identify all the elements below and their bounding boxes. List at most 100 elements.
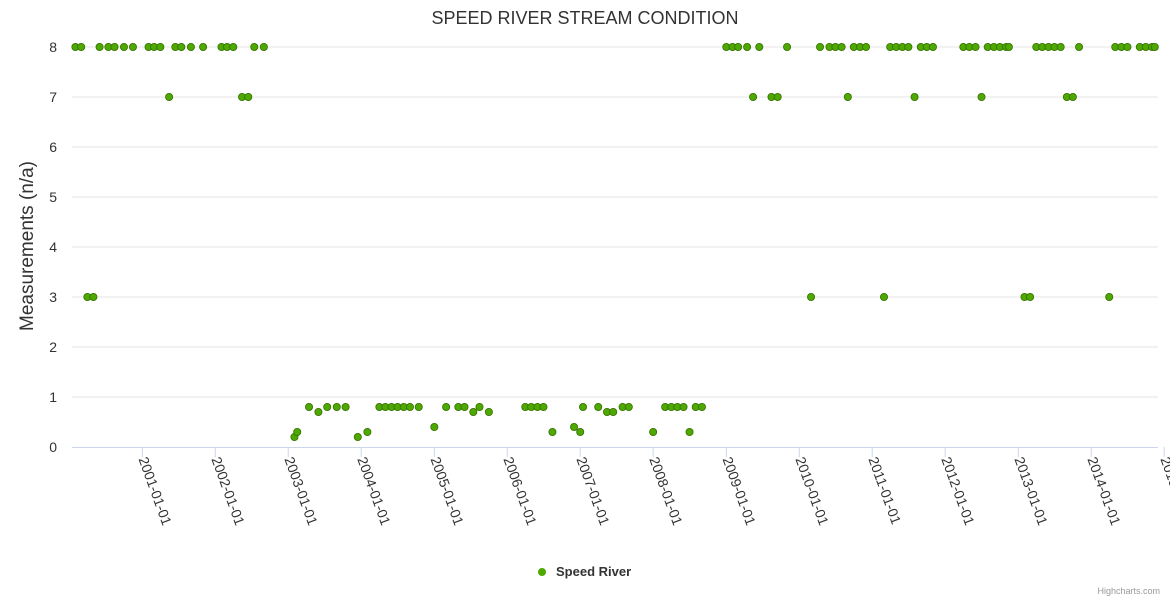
x-tick-label: 2006-01-01 xyxy=(500,455,540,528)
y-tick-label: 5 xyxy=(49,189,57,205)
data-point[interactable] xyxy=(755,43,764,52)
data-point[interactable] xyxy=(685,427,694,436)
data-point[interactable] xyxy=(89,292,98,301)
data-point[interactable] xyxy=(430,422,439,431)
data-point[interactable] xyxy=(414,402,423,411)
y-tick-label: 2 xyxy=(49,339,57,355)
x-tick-label: 2012-01-01 xyxy=(938,455,978,528)
data-point[interactable] xyxy=(910,93,919,102)
data-point[interactable] xyxy=(807,292,816,301)
data-point[interactable] xyxy=(244,93,253,102)
data-point[interactable] xyxy=(609,407,618,416)
data-point[interactable] xyxy=(119,43,128,52)
data-point[interactable] xyxy=(165,93,174,102)
legend-item-speed-river[interactable]: Speed River xyxy=(556,564,631,579)
data-point[interactable] xyxy=(548,427,557,436)
data-point[interactable] xyxy=(110,43,119,52)
data-point[interactable] xyxy=(773,93,782,102)
data-point[interactable] xyxy=(1150,43,1159,52)
data-point[interactable] xyxy=(1068,93,1077,102)
data-point[interactable] xyxy=(484,407,493,416)
data-point[interactable] xyxy=(843,93,852,102)
data-point[interactable] xyxy=(77,43,86,52)
data-point[interactable] xyxy=(229,43,238,52)
data-point[interactable] xyxy=(156,43,165,52)
x-tick-label: 2013-01-01 xyxy=(1011,455,1051,528)
data-point[interactable] xyxy=(469,407,478,416)
x-tick-label: 2001-01-01 xyxy=(136,455,176,528)
data-point[interactable] xyxy=(353,432,362,441)
data-point[interactable] xyxy=(816,43,825,52)
data-point[interactable] xyxy=(1123,43,1132,52)
y-axis: 0 1 2 3 4 5 6 7 8 xyxy=(49,39,57,455)
legend-marker xyxy=(538,568,546,576)
y-tick-label: 3 xyxy=(49,289,57,305)
data-point[interactable] xyxy=(570,422,579,431)
data-point[interactable] xyxy=(250,43,259,52)
data-point[interactable] xyxy=(1105,292,1114,301)
data-point[interactable] xyxy=(539,402,548,411)
x-tick-label: 2005-01-01 xyxy=(428,455,468,528)
data-point[interactable] xyxy=(576,427,585,436)
data-point[interactable] xyxy=(177,43,186,52)
data-point[interactable] xyxy=(314,407,323,416)
data-point[interactable] xyxy=(697,402,706,411)
data-point[interactable] xyxy=(862,43,871,52)
x-tick-label: 2003-01-01 xyxy=(281,455,321,528)
data-point[interactable] xyxy=(624,402,633,411)
data-point[interactable] xyxy=(1056,43,1065,52)
data-point[interactable] xyxy=(783,43,792,52)
x-tick-label: 2011-01-01 xyxy=(865,455,904,527)
y-axis-label: Measurements (n/a) xyxy=(17,161,38,331)
data-point[interactable] xyxy=(293,427,302,436)
data-point[interactable] xyxy=(259,43,268,52)
x-tick-label: 2010-01-01 xyxy=(792,455,832,528)
data-point[interactable] xyxy=(594,402,603,411)
data-point[interactable] xyxy=(1075,43,1084,52)
y-tick-label: 8 xyxy=(49,39,57,55)
data-point[interactable] xyxy=(95,43,104,52)
x-tick-label: 2009-01-01 xyxy=(719,455,759,528)
y-tick-label: 4 xyxy=(49,239,57,255)
data-point[interactable] xyxy=(679,402,688,411)
data-point[interactable] xyxy=(977,93,986,102)
credits-link[interactable]: Highcharts.com xyxy=(1097,586,1160,596)
legend[interactable]: Speed River xyxy=(538,564,631,579)
data-point[interactable] xyxy=(928,43,937,52)
x-tick-label: 2002-01-01 xyxy=(208,455,248,528)
y-tick-label: 0 xyxy=(49,439,57,455)
x-tick-label: 2008-01-01 xyxy=(646,455,686,528)
data-point[interactable] xyxy=(323,402,332,411)
data-point[interactable] xyxy=(475,402,484,411)
data-point[interactable] xyxy=(734,43,743,52)
x-tick-label: 2015-01-01 xyxy=(1157,455,1170,528)
data-point[interactable] xyxy=(199,43,208,52)
y-tick-label: 6 xyxy=(49,139,57,155)
data-point[interactable] xyxy=(186,43,195,52)
data-point[interactable] xyxy=(743,43,752,52)
data-point[interactable] xyxy=(341,402,350,411)
data-point[interactable] xyxy=(1004,43,1013,52)
data-point[interactable] xyxy=(363,427,372,436)
y-tick-label: 1 xyxy=(49,389,57,405)
data-point[interactable] xyxy=(649,427,658,436)
chart-title: SPEED RIVER STREAM CONDITION xyxy=(431,8,738,28)
data-point[interactable] xyxy=(128,43,137,52)
data-point[interactable] xyxy=(971,43,980,52)
grid xyxy=(72,46,1158,398)
data-point[interactable] xyxy=(904,43,913,52)
data-point[interactable] xyxy=(305,402,314,411)
y-tick-label: 7 xyxy=(49,89,57,105)
data-point[interactable] xyxy=(837,43,846,52)
data-point[interactable] xyxy=(880,292,889,301)
data-point[interactable] xyxy=(332,402,341,411)
data-point[interactable] xyxy=(1026,292,1035,301)
x-tick-label: 2014-01-01 xyxy=(1084,455,1124,528)
x-axis: 2001-01-01 2002-01-01 2003-01-01 2004-01-01… xyxy=(72,447,1170,528)
data-point[interactable] xyxy=(579,402,588,411)
x-tick-label: 2004-01-01 xyxy=(354,455,394,528)
data-point[interactable] xyxy=(749,93,758,102)
data-point[interactable] xyxy=(405,402,414,411)
data-point[interactable] xyxy=(460,402,469,411)
data-point[interactable] xyxy=(442,402,451,411)
